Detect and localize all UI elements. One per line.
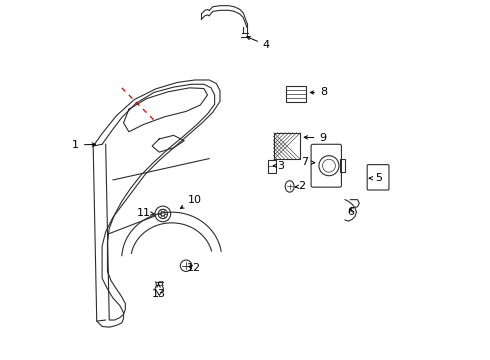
Text: 3: 3 <box>273 161 284 171</box>
Text: 9: 9 <box>304 133 326 143</box>
Text: 6: 6 <box>347 207 354 217</box>
Bar <box>340 159 345 172</box>
Bar <box>286 86 306 102</box>
Text: 7: 7 <box>301 157 315 167</box>
Bar <box>273 133 300 159</box>
Text: 4: 4 <box>247 37 270 50</box>
Text: 2: 2 <box>295 181 306 192</box>
Text: 11: 11 <box>137 208 154 218</box>
Text: 12: 12 <box>187 262 201 273</box>
Text: 1: 1 <box>72 140 96 150</box>
Text: 5: 5 <box>369 173 383 183</box>
Text: 8: 8 <box>310 87 327 98</box>
Text: 10: 10 <box>180 195 202 208</box>
Text: 13: 13 <box>151 283 166 298</box>
Bar <box>268 160 276 173</box>
